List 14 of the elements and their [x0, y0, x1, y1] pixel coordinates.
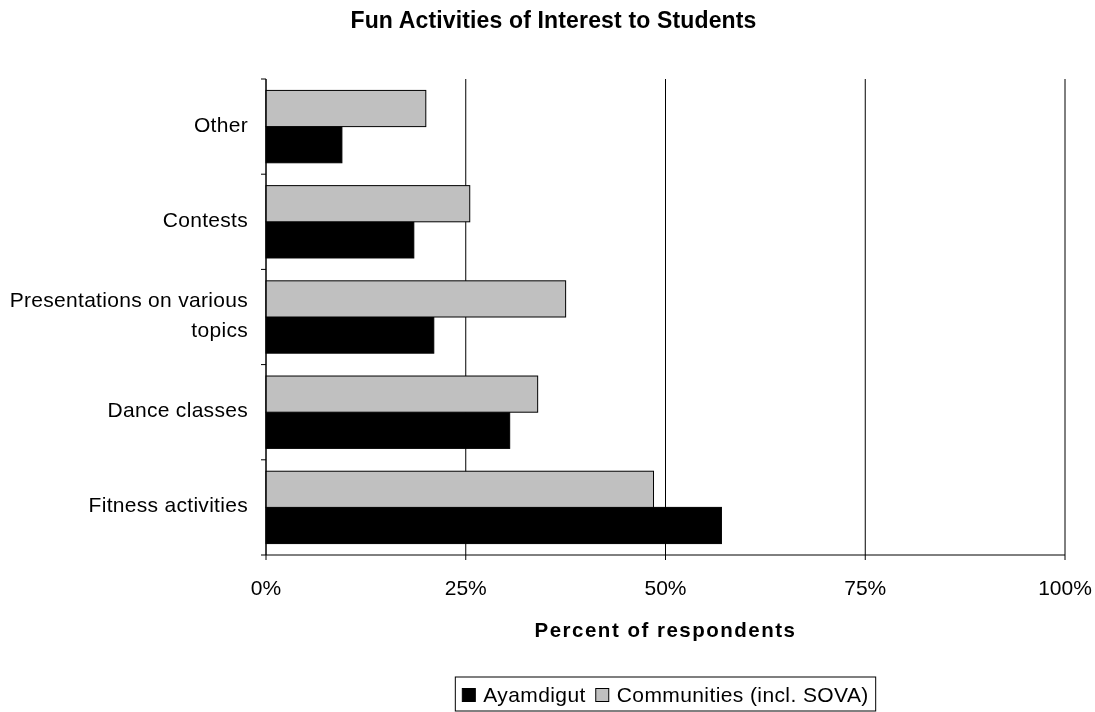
y-tick-label: Presentations on various topics [9, 287, 248, 341]
x-tick-label: 50% [644, 576, 687, 599]
legend-label: Communities (incl. SOVA) [616, 682, 869, 706]
x-tick-label: 25% [444, 576, 487, 599]
y-tick-label: Other [193, 112, 248, 136]
x-tick-label: 100% [1038, 576, 1092, 599]
chart-title: Fun Activities of Interest to Students [350, 7, 757, 33]
x-axis-title: Percent of respondents [534, 618, 797, 641]
y-tick-label: Contests [162, 207, 248, 231]
legend-label: Ayamdigut [483, 682, 586, 706]
y-tick-label: Dance classes [107, 397, 248, 421]
y-tick-label: Fitness activities [88, 492, 248, 516]
x-tick-label: 0% [250, 576, 282, 599]
x-tick-label: 75% [844, 576, 887, 599]
